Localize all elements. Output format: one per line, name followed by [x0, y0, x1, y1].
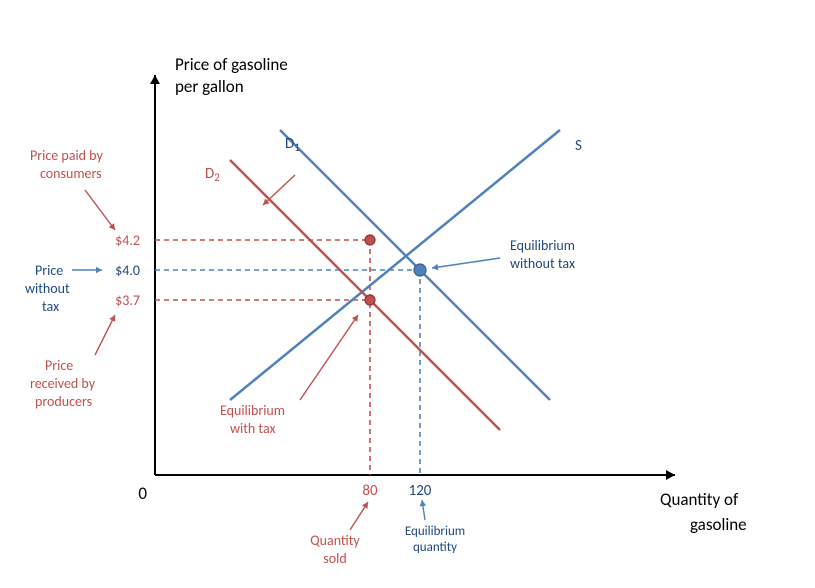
- anno-qty-sold: Quantity: [310, 532, 360, 549]
- svg-text:consumers: consumers: [40, 165, 102, 182]
- svg-text:without tax: without tax: [510, 255, 575, 272]
- price-notax-value: $4.0: [115, 262, 140, 279]
- anno-equil-notax: Equilibrium: [510, 237, 575, 254]
- point-consumer-price: [365, 235, 375, 245]
- svg-text:per gallon: per gallon: [175, 76, 244, 97]
- y-axis-title: Price of gasoline: [175, 54, 288, 75]
- svg-text:sold: sold: [323, 550, 346, 567]
- demand1-label: D1: [285, 135, 300, 154]
- point-producer-price: [365, 295, 375, 305]
- anno-price-notax: Price: [35, 262, 63, 279]
- anno-qty-equil: Equilibrium: [405, 524, 465, 539]
- svg-text:gasoline: gasoline: [690, 514, 747, 535]
- price-consumer-value: $4.2: [115, 232, 140, 249]
- x-axis-title: Quantity of: [660, 489, 739, 510]
- svg-text:without: without: [25, 280, 70, 297]
- svg-text:quantity: quantity: [413, 540, 457, 555]
- anno-price-producers: Price: [45, 357, 73, 374]
- price-producer-value: $3.7: [115, 292, 140, 309]
- qty-equil-value: 120: [409, 482, 432, 500]
- demand2-line: [230, 160, 500, 430]
- svg-text:tax: tax: [42, 298, 59, 315]
- supply-label: S: [575, 137, 582, 155]
- anno-equil-withtax: Equilibrium: [220, 402, 285, 419]
- svg-text:with tax: with tax: [230, 420, 276, 437]
- demand2-label: D2: [205, 165, 220, 184]
- qty-sold-value: 80: [362, 482, 378, 500]
- svg-text:producers: producers: [35, 393, 92, 410]
- svg-text:received by: received by: [30, 375, 96, 392]
- origin-label: 0: [138, 483, 147, 504]
- point-equilibrium-no-tax: [414, 264, 426, 276]
- anno-price-consumers: Price paid by: [30, 147, 103, 164]
- supply-demand-chart: Price of gasolineper gallon Quantity of ga…: [0, 0, 815, 588]
